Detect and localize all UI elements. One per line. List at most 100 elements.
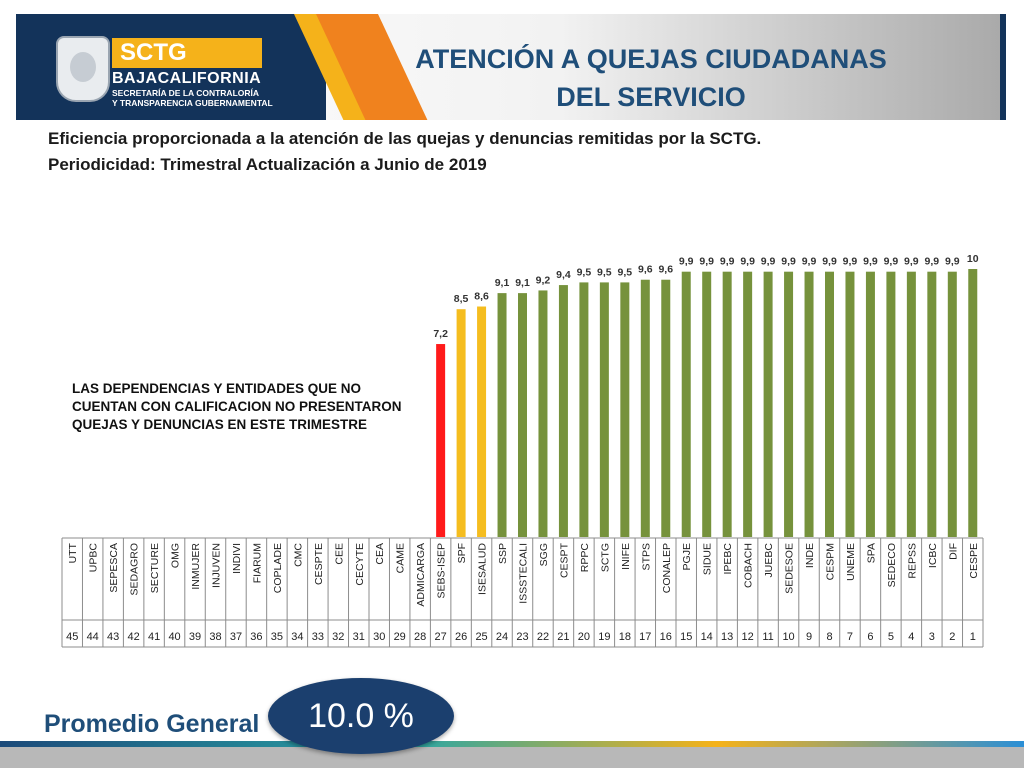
rank-label: 41: [148, 631, 160, 643]
bar-sidue: [702, 271, 712, 537]
category-label-conalep: CONALEP: [661, 543, 673, 593]
category-label-spa: SPA: [865, 543, 877, 563]
category-label-cecyte: CECYTE: [354, 543, 366, 586]
category-label-rppc: RPPC: [579, 543, 591, 573]
rank-label: 3: [929, 631, 935, 643]
bar-sedeco: [886, 271, 896, 537]
category-label-fiarum: FIARUM: [251, 543, 263, 583]
data-label-pgje: 9,9: [679, 256, 694, 268]
data-label-cobach: 9,9: [740, 256, 755, 268]
rank-label: 24: [496, 631, 508, 643]
rank-label: 36: [250, 631, 262, 643]
data-label-issstecali: 9,1: [515, 277, 530, 289]
header-right-bar: [1000, 14, 1006, 120]
data-label-juebc: 9,9: [761, 256, 776, 268]
rank-label: 31: [353, 631, 365, 643]
bar-cespm: [825, 271, 834, 537]
bar-repss: [906, 271, 916, 537]
bar-spf: [456, 309, 466, 537]
rank-label: 22: [537, 631, 549, 643]
rank-label: 17: [639, 631, 651, 643]
data-label-uneme: 9,9: [843, 256, 858, 268]
rank-label: 39: [189, 631, 201, 643]
data-label-spf: 8,5: [454, 293, 469, 305]
data-label-icbc: 9,9: [925, 256, 940, 268]
footer-color-bar: [0, 741, 1024, 747]
bar-isesalud: [477, 306, 487, 537]
rank-label: 28: [414, 631, 426, 643]
category-label-dif: DIF: [947, 543, 959, 560]
data-label-cespm: 9,9: [822, 256, 837, 268]
rank-label: 43: [107, 631, 119, 643]
data-label-sedesoe: 9,9: [781, 256, 796, 268]
average-label: Promedio General: [44, 710, 260, 738]
category-label-indivi: INDIVI: [231, 543, 243, 574]
rank-label: 15: [680, 631, 692, 643]
rank-label: 11: [762, 631, 773, 643]
category-label-ssp: SSP: [497, 543, 509, 564]
rank-label: 33: [312, 631, 324, 643]
rank-label: 14: [701, 631, 713, 643]
rank-label: 44: [87, 631, 99, 643]
data-label-spa: 9,9: [863, 256, 878, 268]
rank-label: 6: [867, 631, 873, 643]
bar-inife: [620, 282, 630, 537]
bar-cobach: [743, 271, 753, 537]
sctg-logo: SCTG: [112, 38, 262, 68]
title-line-1: ATENCIÓN A QUEJAS CIUDADANAS: [415, 44, 887, 74]
rank-label: 1: [970, 631, 976, 643]
bar-ipebc: [722, 271, 732, 537]
no-rating-note: LAS DEPENDENCIAS Y ENTIDADES QUE NO CUEN…: [72, 381, 402, 432]
category-label-ipebc: IPEBC: [722, 543, 734, 575]
data-label-cespe: 10: [967, 253, 979, 265]
rank-label: 13: [721, 631, 733, 643]
chart-description: Eficiencia proporcionada a la atención d…: [48, 126, 980, 178]
average-value-badge: 10.0 %: [268, 678, 454, 754]
category-label-sedeco: SEDECO: [886, 543, 898, 587]
category-label-icbc: ICBC: [927, 543, 939, 569]
category-label-cespt: CESPT: [558, 542, 570, 578]
bar-icbc: [927, 271, 937, 537]
rank-label: 7: [847, 631, 853, 643]
rank-label: 25: [475, 631, 487, 643]
rank-label: 26: [455, 631, 467, 643]
rank-label: 32: [332, 631, 344, 643]
category-label-sedesoe: SEDESOE: [784, 543, 796, 594]
rank-label: 2: [949, 631, 955, 643]
data-label-repss: 9,9: [904, 256, 919, 268]
bar-ssp: [497, 293, 507, 537]
category-label-sctg: SCTG: [599, 543, 611, 572]
bar-dif: [947, 271, 957, 537]
category-label-cobach: COBACH: [743, 543, 755, 588]
data-label-inife: 9,5: [618, 266, 633, 278]
category-label-cea: CEA: [374, 543, 386, 565]
bar-sebs-isep: [436, 344, 446, 537]
data-label-sidue: 9,9: [699, 256, 714, 268]
data-label-cespt: 9,4: [556, 269, 571, 281]
category-label-cespm: CESPM: [825, 543, 837, 580]
data-label-inde: 9,9: [802, 256, 817, 268]
bar-conalep: [661, 279, 671, 537]
category-label-sedagro: SEDAGRO: [129, 543, 141, 596]
rank-label: 23: [516, 631, 528, 643]
rank-label: 45: [66, 631, 78, 643]
data-label-sedeco: 9,9: [884, 256, 899, 268]
category-label-upbc: UPBC: [88, 543, 100, 573]
category-label-inife: INIFE: [620, 543, 632, 570]
category-label-secture: SECTURE: [149, 543, 161, 593]
category-label-omg: OMG: [170, 543, 182, 568]
rank-label: 12: [742, 631, 754, 643]
category-label-sgg: SGG: [538, 543, 550, 566]
category-label-cespe: CESPE: [968, 543, 980, 579]
rank-label: 29: [394, 631, 406, 643]
rank-label: 21: [557, 631, 569, 643]
data-label-isesalud: 8,6: [474, 291, 489, 303]
data-label-dif: 9,9: [945, 256, 960, 268]
rank-label: 19: [598, 631, 610, 643]
bar-sgg: [538, 290, 548, 537]
rank-label: 42: [128, 631, 140, 643]
rank-label: 8: [826, 631, 832, 643]
category-label-cee: CEE: [333, 543, 345, 565]
rank-label: 37: [230, 631, 242, 643]
rank-label: 4: [908, 631, 914, 643]
